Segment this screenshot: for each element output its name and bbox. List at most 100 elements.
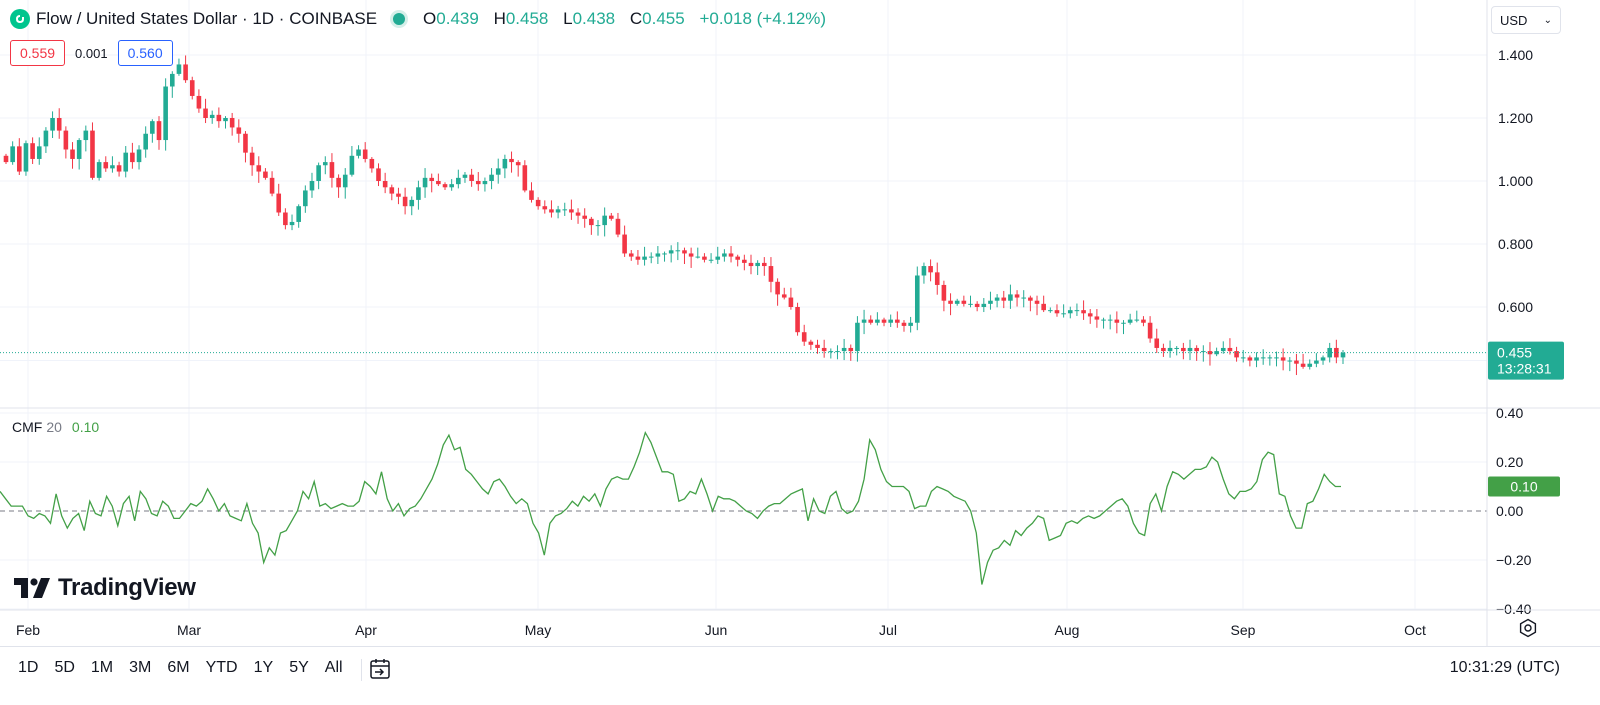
candle-body xyxy=(309,181,315,191)
toolbar-divider xyxy=(360,659,362,681)
spread-value: 0.001 xyxy=(75,45,108,61)
candle-body xyxy=(482,181,488,185)
chart-canvas[interactable]: Feb Mar Apr May Jun Jul Aug Sep Oct 1.400 1.200 1.0… xyxy=(0,0,1600,646)
candle-body xyxy=(1194,347,1199,352)
range-1y[interactable]: 1Y xyxy=(253,659,274,676)
range-all[interactable]: All xyxy=(324,659,343,676)
candle-body xyxy=(1314,360,1319,364)
candle-body xyxy=(795,307,800,333)
y-tick-label: 0.600 xyxy=(1498,299,1533,315)
candle-body xyxy=(469,174,474,181)
candle-body xyxy=(342,174,348,188)
candle-body xyxy=(655,253,661,257)
candle-body xyxy=(402,196,408,207)
candle-body xyxy=(509,158,514,163)
candle-body xyxy=(1121,322,1126,324)
y-tick-label: 0.800 xyxy=(1498,236,1533,252)
candle-body xyxy=(1021,297,1027,299)
candle-body xyxy=(243,133,248,153)
candle-body xyxy=(988,300,993,304)
candle-body xyxy=(1214,351,1219,355)
candle-body xyxy=(289,221,295,226)
axes: Feb Mar Apr May Jun Jul Aug Sep Oct 1.400 1.200 1.0… xyxy=(0,0,1600,646)
range-3m[interactable]: 3M xyxy=(129,659,152,676)
candle-body xyxy=(1274,357,1279,359)
candle-body xyxy=(43,130,49,147)
grid-lines xyxy=(0,0,1487,610)
open-label: O xyxy=(423,9,437,28)
candle-body xyxy=(63,130,69,150)
candle-body xyxy=(316,165,321,181)
utc-clock[interactable]: 10:31:29 (UTC) xyxy=(1449,659,1560,676)
candle-body xyxy=(562,209,568,211)
candle-body xyxy=(1107,319,1113,321)
candle-body xyxy=(728,253,734,257)
candle-body xyxy=(256,165,262,172)
candle-body xyxy=(283,212,288,226)
range-5d[interactable]: 5D xyxy=(54,659,75,676)
sell-button[interactable]: 0.559 xyxy=(10,40,66,66)
range-1m[interactable]: 1M xyxy=(90,659,114,676)
candle-body xyxy=(475,181,481,185)
candle-body xyxy=(961,300,967,304)
currency-select[interactable]: USD ⌄ xyxy=(1491,6,1561,34)
candle-body xyxy=(914,275,920,323)
cmf-value: 0.10 xyxy=(71,419,100,435)
candle-body xyxy=(203,108,208,118)
cmf-period: 20 xyxy=(46,419,62,435)
candle-body xyxy=(495,168,501,175)
candle-body xyxy=(389,187,395,194)
candle-body xyxy=(948,300,953,304)
cmf-tick-label: 0.00 xyxy=(1496,503,1523,519)
candle-body xyxy=(1014,294,1020,298)
settings-gear-icon[interactable] xyxy=(1518,618,1538,638)
range-5y[interactable]: 5Y xyxy=(289,659,309,676)
range-ytd[interactable]: YTD xyxy=(205,659,238,676)
candle-body xyxy=(582,215,588,219)
candle-body xyxy=(522,165,528,191)
candle-body xyxy=(76,140,82,159)
candle-body xyxy=(1114,319,1120,323)
buy-button[interactable]: 0.560 xyxy=(117,40,173,66)
candle-body xyxy=(1154,338,1160,348)
range-1d[interactable]: 1D xyxy=(18,659,39,676)
candle-body xyxy=(1267,357,1273,359)
candle-body xyxy=(668,250,674,254)
candle-body xyxy=(861,319,867,323)
market-status-icon[interactable] xyxy=(393,13,406,25)
cmf-tag-value: 0.10 xyxy=(1510,479,1537,495)
candle-body xyxy=(881,319,887,323)
symbol-title[interactable]: Flow / United States Dollar · 1D · COINB… xyxy=(36,9,378,28)
candle-body xyxy=(116,165,122,172)
candle-body xyxy=(815,344,820,348)
candle-body xyxy=(941,284,947,301)
candle-body xyxy=(303,190,308,207)
date-range-calendar-icon[interactable] xyxy=(368,657,392,681)
candle-body xyxy=(1254,357,1259,361)
candle-body xyxy=(788,297,794,307)
range-6m[interactable]: 6M xyxy=(167,659,190,676)
candle-body xyxy=(296,206,301,222)
cmf-value-tag xyxy=(1488,476,1560,497)
high-value: 0.458 xyxy=(505,9,549,28)
candle-body xyxy=(183,64,188,81)
tradingview-logo[interactable]: TradingView xyxy=(14,574,196,602)
candle-body xyxy=(150,121,155,134)
candle-body xyxy=(1307,363,1313,367)
candle-body xyxy=(409,199,415,207)
candle-body xyxy=(276,193,282,213)
open-value: 0.439 xyxy=(436,9,479,28)
cmf-pane xyxy=(0,430,1487,585)
candle-body xyxy=(682,250,687,254)
candle-body xyxy=(3,155,9,163)
candle-body xyxy=(56,118,62,131)
candle-body xyxy=(1287,360,1293,362)
candle-body xyxy=(1101,319,1106,321)
candle-body xyxy=(1001,297,1007,301)
candle-body xyxy=(934,272,940,285)
candle-body xyxy=(575,212,581,216)
candle-body xyxy=(1061,313,1066,315)
cmf-legend[interactable]: CMF 20 0.10 xyxy=(12,419,99,435)
candle-body xyxy=(895,319,900,323)
candle-body xyxy=(422,177,428,188)
